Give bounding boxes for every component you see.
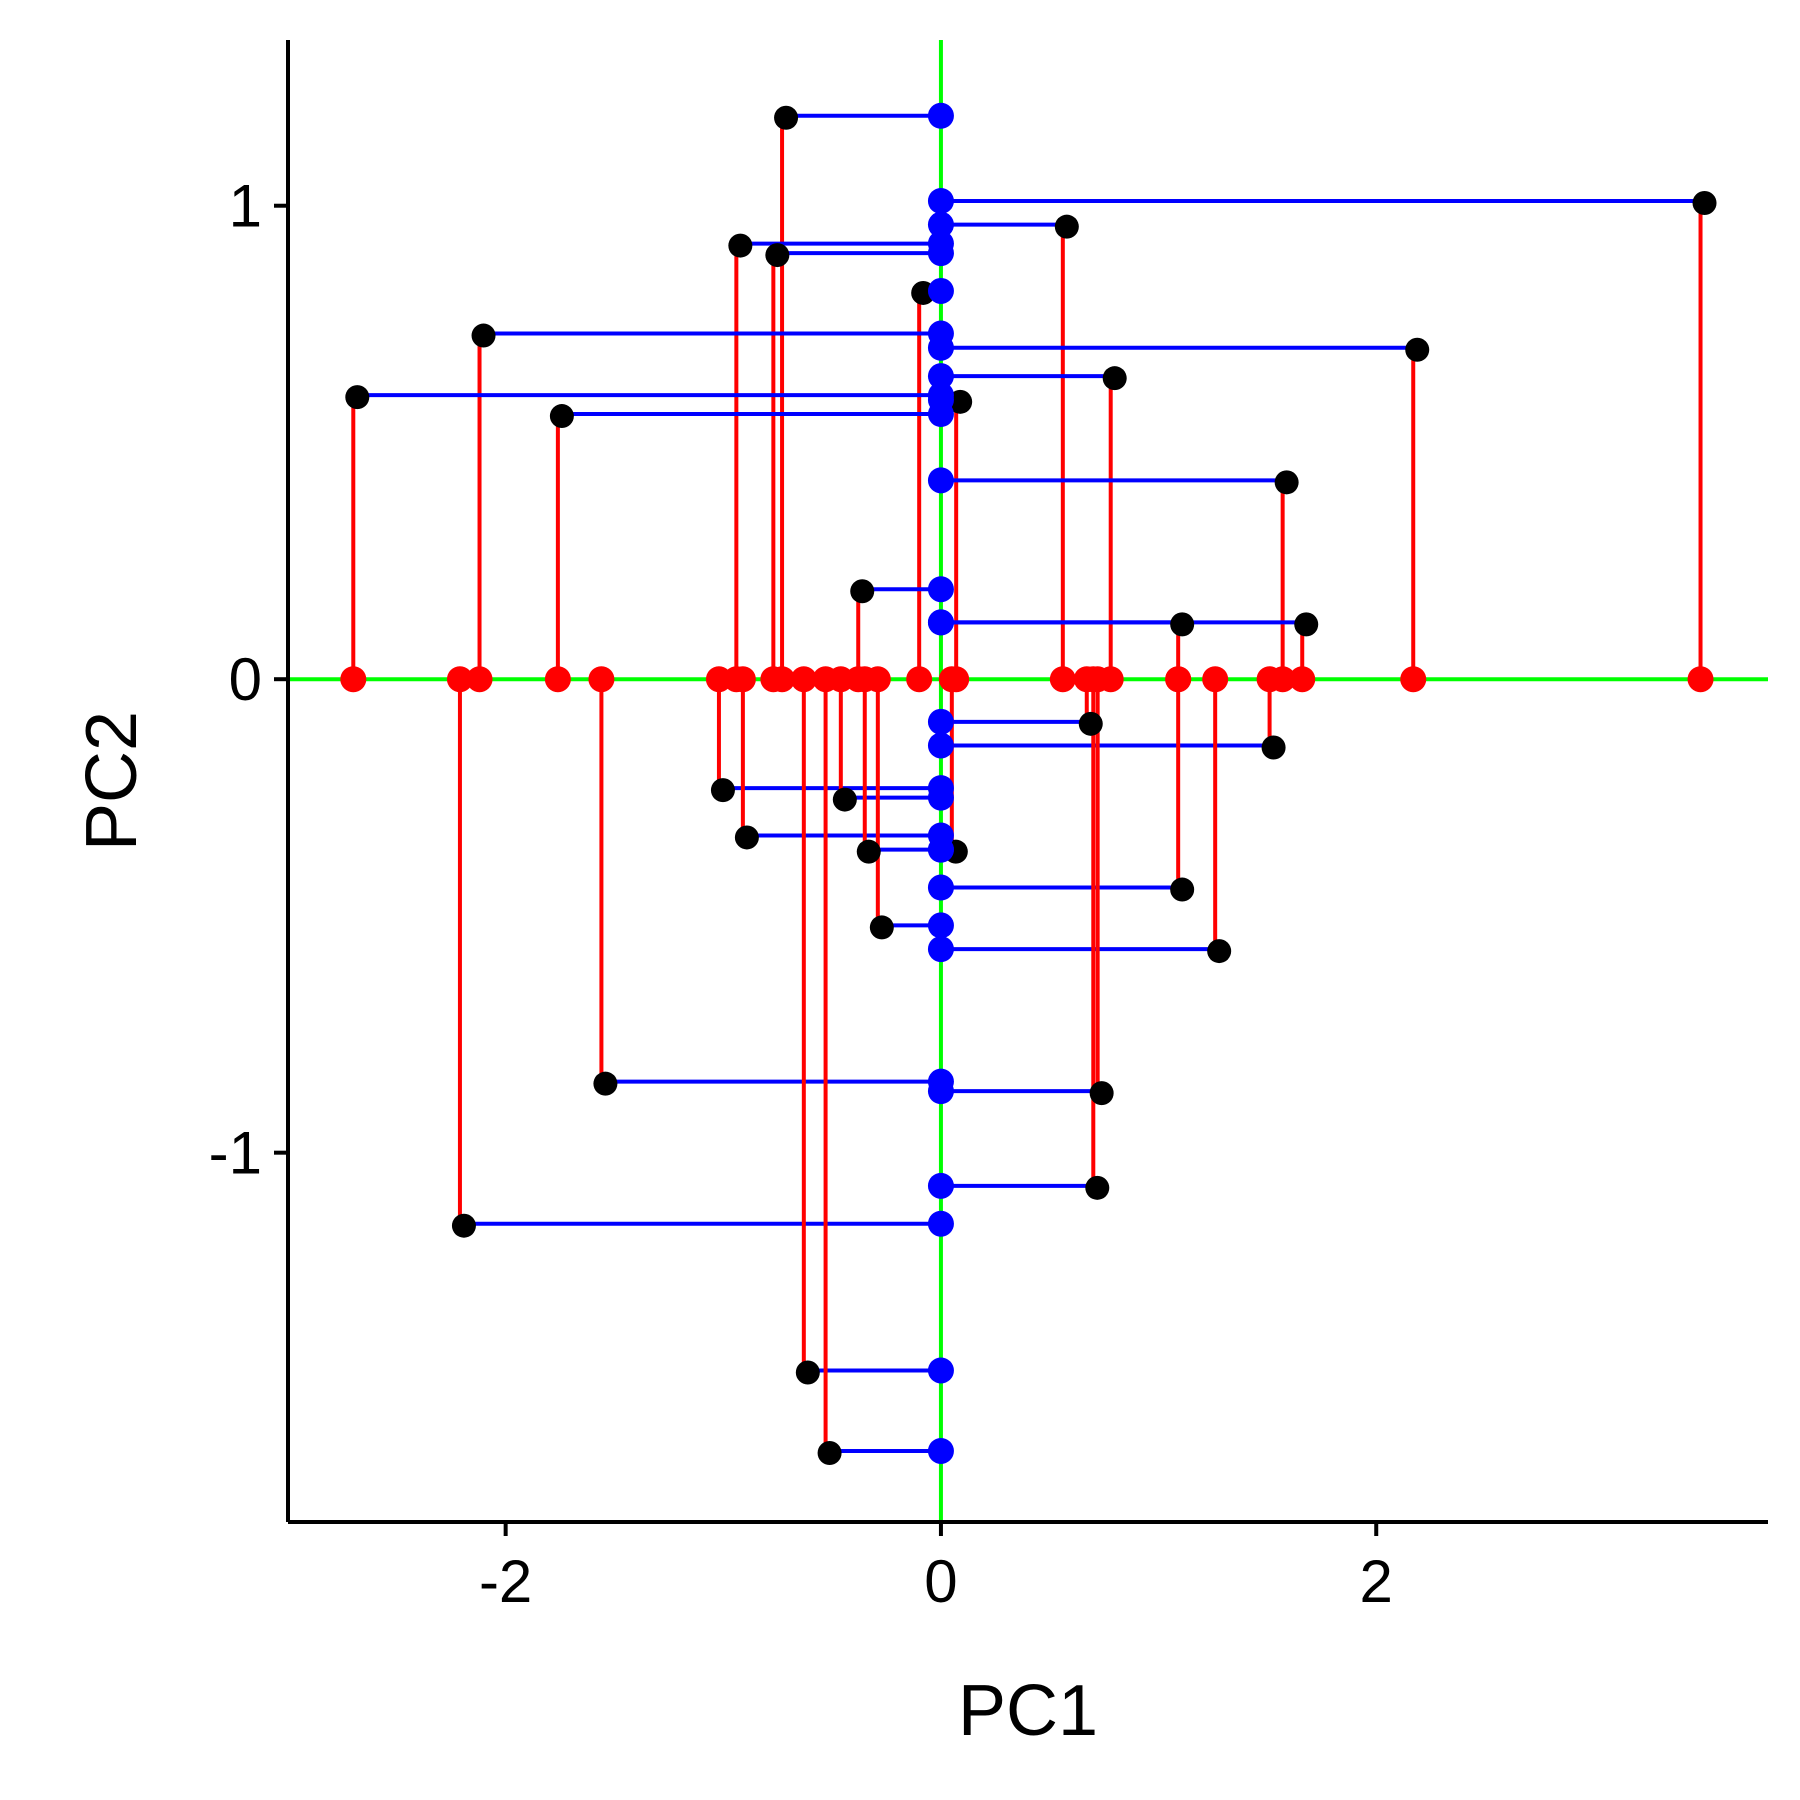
data-point (1274, 470, 1299, 495)
projection-lines (351, 113, 1703, 1453)
projection-point-y (927, 936, 954, 963)
projection-point-y (927, 334, 954, 361)
data-point (471, 323, 496, 348)
projection-point-x (466, 666, 493, 693)
data-point (1102, 366, 1127, 391)
data-point (948, 389, 973, 414)
projection-point-x (588, 666, 615, 693)
projection-point-y (927, 1357, 954, 1384)
data-point (1405, 337, 1430, 362)
data-point (774, 105, 799, 130)
projection-point-y (927, 912, 954, 939)
data-point (832, 787, 857, 812)
projection-point-x (1289, 666, 1316, 693)
x-tick-label: -2 (479, 1548, 532, 1615)
data-point (1054, 214, 1079, 239)
data-point (1170, 877, 1195, 902)
projection-point-x (340, 666, 367, 693)
projection-point-y (927, 1078, 954, 1105)
y-tick-label: -1 (209, 1120, 262, 1187)
projection-point-y (927, 836, 954, 863)
projection-point-y (927, 1210, 954, 1237)
projection-point-y (927, 211, 954, 238)
projection-point-x (1049, 666, 1076, 693)
projection-point-y (927, 277, 954, 304)
data-point (1089, 1081, 1114, 1106)
projection-point-x (1080, 666, 1107, 693)
data-point (734, 825, 759, 850)
data-point (549, 404, 574, 429)
y-axis-title: PC2 (72, 711, 152, 851)
ticks: -2 0 2 -1 0 1 (209, 173, 1393, 1615)
projection-point-y (927, 874, 954, 901)
projection-point-y (927, 784, 954, 811)
projection-point-x (938, 666, 965, 693)
projection-point-y (927, 609, 954, 636)
data-points (340, 102, 1717, 1465)
projection-point-x (705, 666, 732, 693)
data-point (1170, 612, 1195, 637)
data-point (817, 1440, 842, 1465)
data-point (451, 1213, 476, 1238)
projection-point-y (927, 576, 954, 603)
data-point (1207, 939, 1232, 964)
projection-point-y (927, 363, 954, 390)
projection-point-y (927, 1437, 954, 1464)
axes (286, 40, 1768, 1524)
projection-point-x (1202, 666, 1229, 693)
data-point (1294, 612, 1319, 637)
projection-point-x (864, 666, 891, 693)
data-point (728, 233, 753, 258)
projection-point-y (927, 732, 954, 759)
projection-point-x (760, 666, 787, 693)
projection-point-x (790, 666, 817, 693)
projection-point-x (906, 666, 933, 693)
projection-point-x (1165, 666, 1192, 693)
data-point (1085, 1175, 1110, 1200)
projection-point-x (1256, 666, 1283, 693)
projection-point-x (446, 666, 473, 693)
x-axis-title: PC1 (958, 1671, 1098, 1751)
x-tick-label: 2 (1360, 1548, 1393, 1615)
reference-lines (288, 40, 1768, 1522)
data-point (345, 385, 370, 410)
data-point (1261, 735, 1286, 760)
data-point (1692, 190, 1717, 215)
x-tick-label: 0 (924, 1548, 957, 1615)
data-point (710, 778, 735, 803)
projection-point-x (729, 666, 756, 693)
y-tick-label: 1 (229, 173, 262, 240)
data-point (850, 579, 875, 604)
projection-point-x (1400, 666, 1427, 693)
data-point (765, 243, 790, 268)
data-point (795, 1360, 820, 1385)
data-point (1078, 711, 1103, 736)
projection-point-y (927, 187, 954, 214)
projection-point-y (927, 467, 954, 494)
projection-point-x (812, 666, 839, 693)
projection-point-y (927, 708, 954, 735)
projection-point-y (927, 102, 954, 129)
data-point (869, 915, 894, 940)
data-point (593, 1071, 618, 1096)
projection-point-y (927, 240, 954, 267)
projection-point-x (1687, 666, 1714, 693)
projection-point-y (927, 401, 954, 428)
projection-point-y (927, 1172, 954, 1199)
projection-point-x (544, 666, 571, 693)
y-tick-label: 0 (229, 646, 262, 713)
data-point (856, 839, 881, 864)
